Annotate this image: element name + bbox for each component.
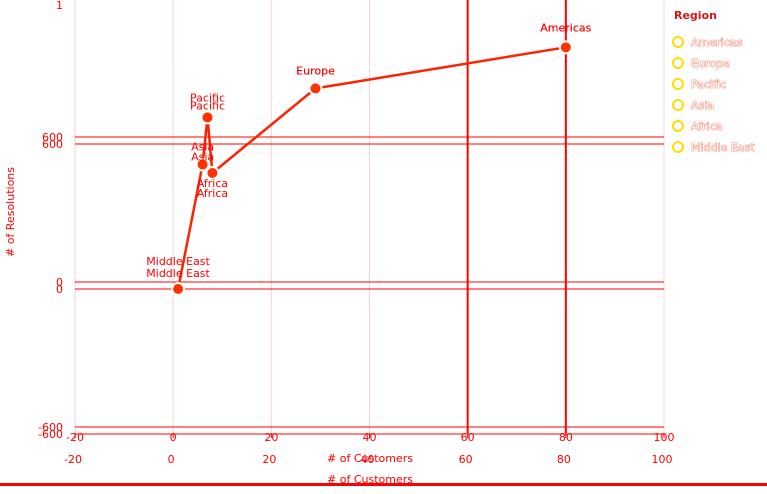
data-point: [195, 157, 210, 172]
y-tick-label: 0: [56, 276, 63, 289]
legend-marker: [672, 36, 684, 48]
data-point: [200, 110, 215, 125]
point-label: Europe: [296, 64, 335, 77]
point-label: Americas: [540, 21, 591, 34]
tick-labels: -20-20002020404060608080100100-600-60000…: [38, 0, 674, 466]
y-tick-label: 600: [42, 131, 63, 144]
x-tick-label: -20: [64, 453, 82, 466]
data-point: [171, 282, 186, 296]
point-label: Pacific: [190, 99, 225, 112]
point-label: Africa: [197, 187, 228, 200]
legend-title: Region: [674, 9, 717, 22]
data-point: [558, 40, 573, 55]
x-tick-label: 40: [363, 431, 377, 444]
legend-entry: Middle East: [691, 141, 755, 154]
y-tick-label: 600: [42, 138, 63, 151]
y-tick-label: -600: [38, 428, 63, 441]
point-label: Asia: [191, 141, 214, 154]
grid-lines: [74, 0, 665, 438]
bottom-bar: [0, 483, 767, 486]
series-line: [176, 46, 567, 290]
point-label: Americas: [540, 21, 591, 34]
x-tick-label: 20: [262, 453, 276, 466]
legend-marker: [672, 57, 684, 69]
legend-marker: [672, 120, 684, 132]
x-tick-label: -20: [66, 431, 84, 444]
point-label: Africa: [197, 177, 228, 190]
legend: Region Americas Europe Pacific Asia Africa Mi…: [672, 9, 756, 154]
point-label: Middle East: [146, 255, 210, 268]
y-axis-title: # of Resolutions: [4, 167, 17, 257]
y-tick-label: 0: [56, 283, 63, 296]
x-tick-label: 80: [557, 453, 571, 466]
legend-entry: Pacific: [691, 78, 726, 91]
x-tick-label: 60: [459, 453, 473, 466]
legend-items: Americas Europe Pacific Asia Africa Middle Ea…: [672, 36, 756, 154]
y-axis-max-marker: 1: [56, 0, 63, 12]
legend-marker: [672, 99, 684, 111]
data-point: [205, 166, 220, 180]
legend-marker: [672, 78, 684, 90]
x-tick-label: 100: [652, 453, 673, 466]
x-tick-label: 100: [654, 431, 675, 444]
x-tick-label: 0: [168, 453, 175, 466]
x-tick-label: 0: [170, 431, 177, 444]
x-tick-label: 80: [559, 431, 573, 444]
x-tick-label: 60: [461, 431, 475, 444]
x-tick-label: 40: [361, 453, 375, 466]
point-label: Middle East: [146, 267, 210, 280]
point-label: Asia: [191, 151, 214, 164]
data-point: [308, 81, 323, 96]
legend-entry: Europe: [691, 57, 730, 70]
legend-entry: Americas: [691, 36, 742, 49]
x-tick-label: 20: [264, 431, 278, 444]
point-label: Pacific: [190, 91, 225, 104]
legend-marker: [672, 141, 684, 153]
x-axis-title-echo: # of Customers: [327, 473, 413, 486]
y-tick-label: -600: [38, 421, 63, 434]
data-points: [171, 40, 573, 296]
x-axis-title: # of Customers: [327, 452, 413, 465]
point-label: Europe: [296, 64, 335, 77]
series-path: [176, 46, 567, 290]
legend-entry: Africa: [691, 120, 722, 133]
legend-entry: Asia: [691, 99, 714, 112]
